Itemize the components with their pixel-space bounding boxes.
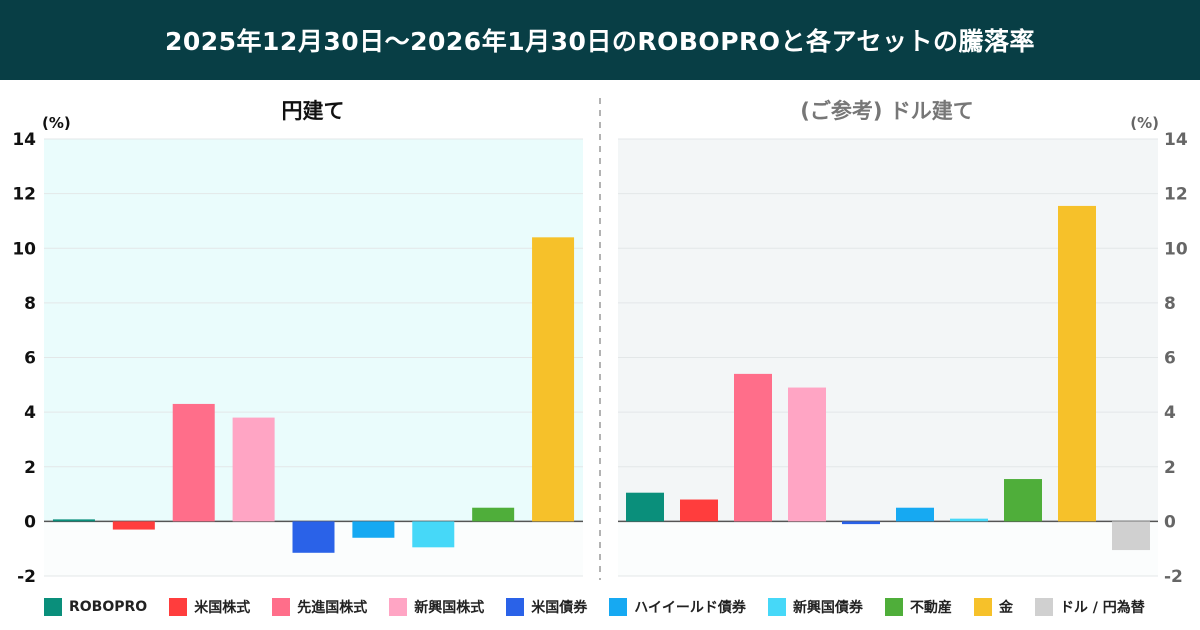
- bar-金: [1058, 205, 1096, 522]
- legend-label: 米国株式: [194, 600, 251, 616]
- legend-item: 新興国債券: [767, 597, 863, 617]
- legend-label: 新興国株式: [414, 600, 485, 616]
- legend-item: ハイイールド債券: [609, 597, 746, 617]
- bar-新興国株式: [232, 417, 275, 522]
- legend-label: ドル / 円為替: [1059, 600, 1145, 616]
- legend-item: 米国債券: [506, 597, 587, 617]
- legend-label: 新興国債券: [792, 600, 863, 616]
- y-tick-label: 8: [1164, 294, 1176, 314]
- legend-swatch: [767, 598, 786, 616]
- bar-ドル / 円為替: [1112, 521, 1150, 551]
- y-tick-label: 8: [24, 294, 36, 314]
- legend-label: ROBOPRO: [69, 599, 148, 615]
- bar-先進国株式: [734, 373, 772, 522]
- legend-swatch: [1034, 598, 1053, 616]
- y-tick-label: 2: [24, 458, 36, 478]
- unit-label: (%): [42, 114, 71, 132]
- y-tick-label: 12: [12, 185, 36, 205]
- legend-swatch: [389, 598, 408, 616]
- legend-label: 金: [998, 600, 1013, 616]
- legend-item: 金: [973, 597, 1013, 617]
- y-tick-label: 4: [1164, 403, 1176, 423]
- legend-item: ドル / 円為替: [1034, 597, 1145, 617]
- y-tick-label: -2: [1164, 567, 1183, 587]
- legend-label: 先進国株式: [297, 600, 368, 616]
- bar-米国債券: [842, 521, 880, 525]
- bar-新興国株式: [788, 387, 826, 522]
- bar-金: [532, 237, 575, 522]
- unit-label: (%): [1130, 114, 1159, 132]
- bar-ROBOPRO: [52, 519, 95, 522]
- legend-label: 不動産: [909, 600, 952, 616]
- bar-新興国債券: [950, 518, 988, 522]
- y-tick-label: 6: [1164, 349, 1176, 369]
- legend: ROBOPRO 米国株式 先進国株式 新興国株式 米国債券 ハイイールド債券 新興国債券 不動…: [44, 594, 1184, 620]
- plot-background-1: [44, 139, 583, 522]
- panel-title: 円建て: [282, 99, 345, 123]
- legend-item: ROBOPRO: [44, 598, 147, 616]
- legend-swatch: [44, 598, 62, 616]
- y-tick-label: 2: [1164, 458, 1176, 478]
- y-tick-label: 4: [24, 403, 36, 423]
- legend-swatch: [884, 598, 903, 616]
- legend-item: 米国株式: [169, 597, 250, 617]
- panel-title: (ご参考) ドル建て: [800, 99, 974, 123]
- legend-item: 不動産: [884, 597, 952, 617]
- y-tick-label: 14: [12, 130, 36, 150]
- bar-ハイイールド債券: [352, 521, 395, 538]
- bar-不動産: [1004, 479, 1042, 522]
- bar-先進国株式: [172, 403, 215, 522]
- chart-header-title: 2025年12月30日〜2026年1月30日のROBOPROと各アセットの騰落率: [0, 0, 1200, 80]
- legend-label: ハイイールド債券: [634, 600, 746, 616]
- legend-item: 先進国株式: [272, 597, 367, 617]
- y-tick-label: 12: [1164, 185, 1188, 205]
- y-tick-label: 14: [1164, 130, 1188, 150]
- bar-ハイイールド債券: [896, 507, 934, 522]
- legend-item: 新興国株式: [389, 597, 484, 617]
- legend-swatch: [169, 598, 188, 616]
- y-tick-label: 10: [12, 239, 36, 259]
- legend-swatch: [973, 598, 992, 616]
- y-tick-label: 0: [24, 512, 36, 532]
- y-tick-label: 0: [1164, 512, 1176, 532]
- plot-background-negative-2: [618, 521, 1158, 576]
- bar-不動産: [472, 507, 515, 522]
- bar-新興国債券: [412, 521, 455, 548]
- bar-ROBOPRO: [626, 492, 664, 522]
- bar-米国債券: [292, 521, 335, 553]
- legend-swatch: [609, 598, 628, 616]
- return-charts: -2 0 2 4 6 8 10 12 14 (%) 円建て -2 0 2 4 6 8 10 12 14 (%) (ご参考)…: [12, 98, 1188, 587]
- y-tick-label: -2: [17, 567, 36, 587]
- y-tick-label: 10: [1164, 239, 1188, 259]
- legend-swatch: [272, 598, 291, 616]
- y-tick-label: 6: [24, 349, 36, 369]
- bar-米国株式: [112, 521, 155, 530]
- legend-label: 米国債券: [531, 600, 588, 616]
- legend-swatch: [506, 598, 525, 616]
- bar-米国株式: [680, 499, 718, 522]
